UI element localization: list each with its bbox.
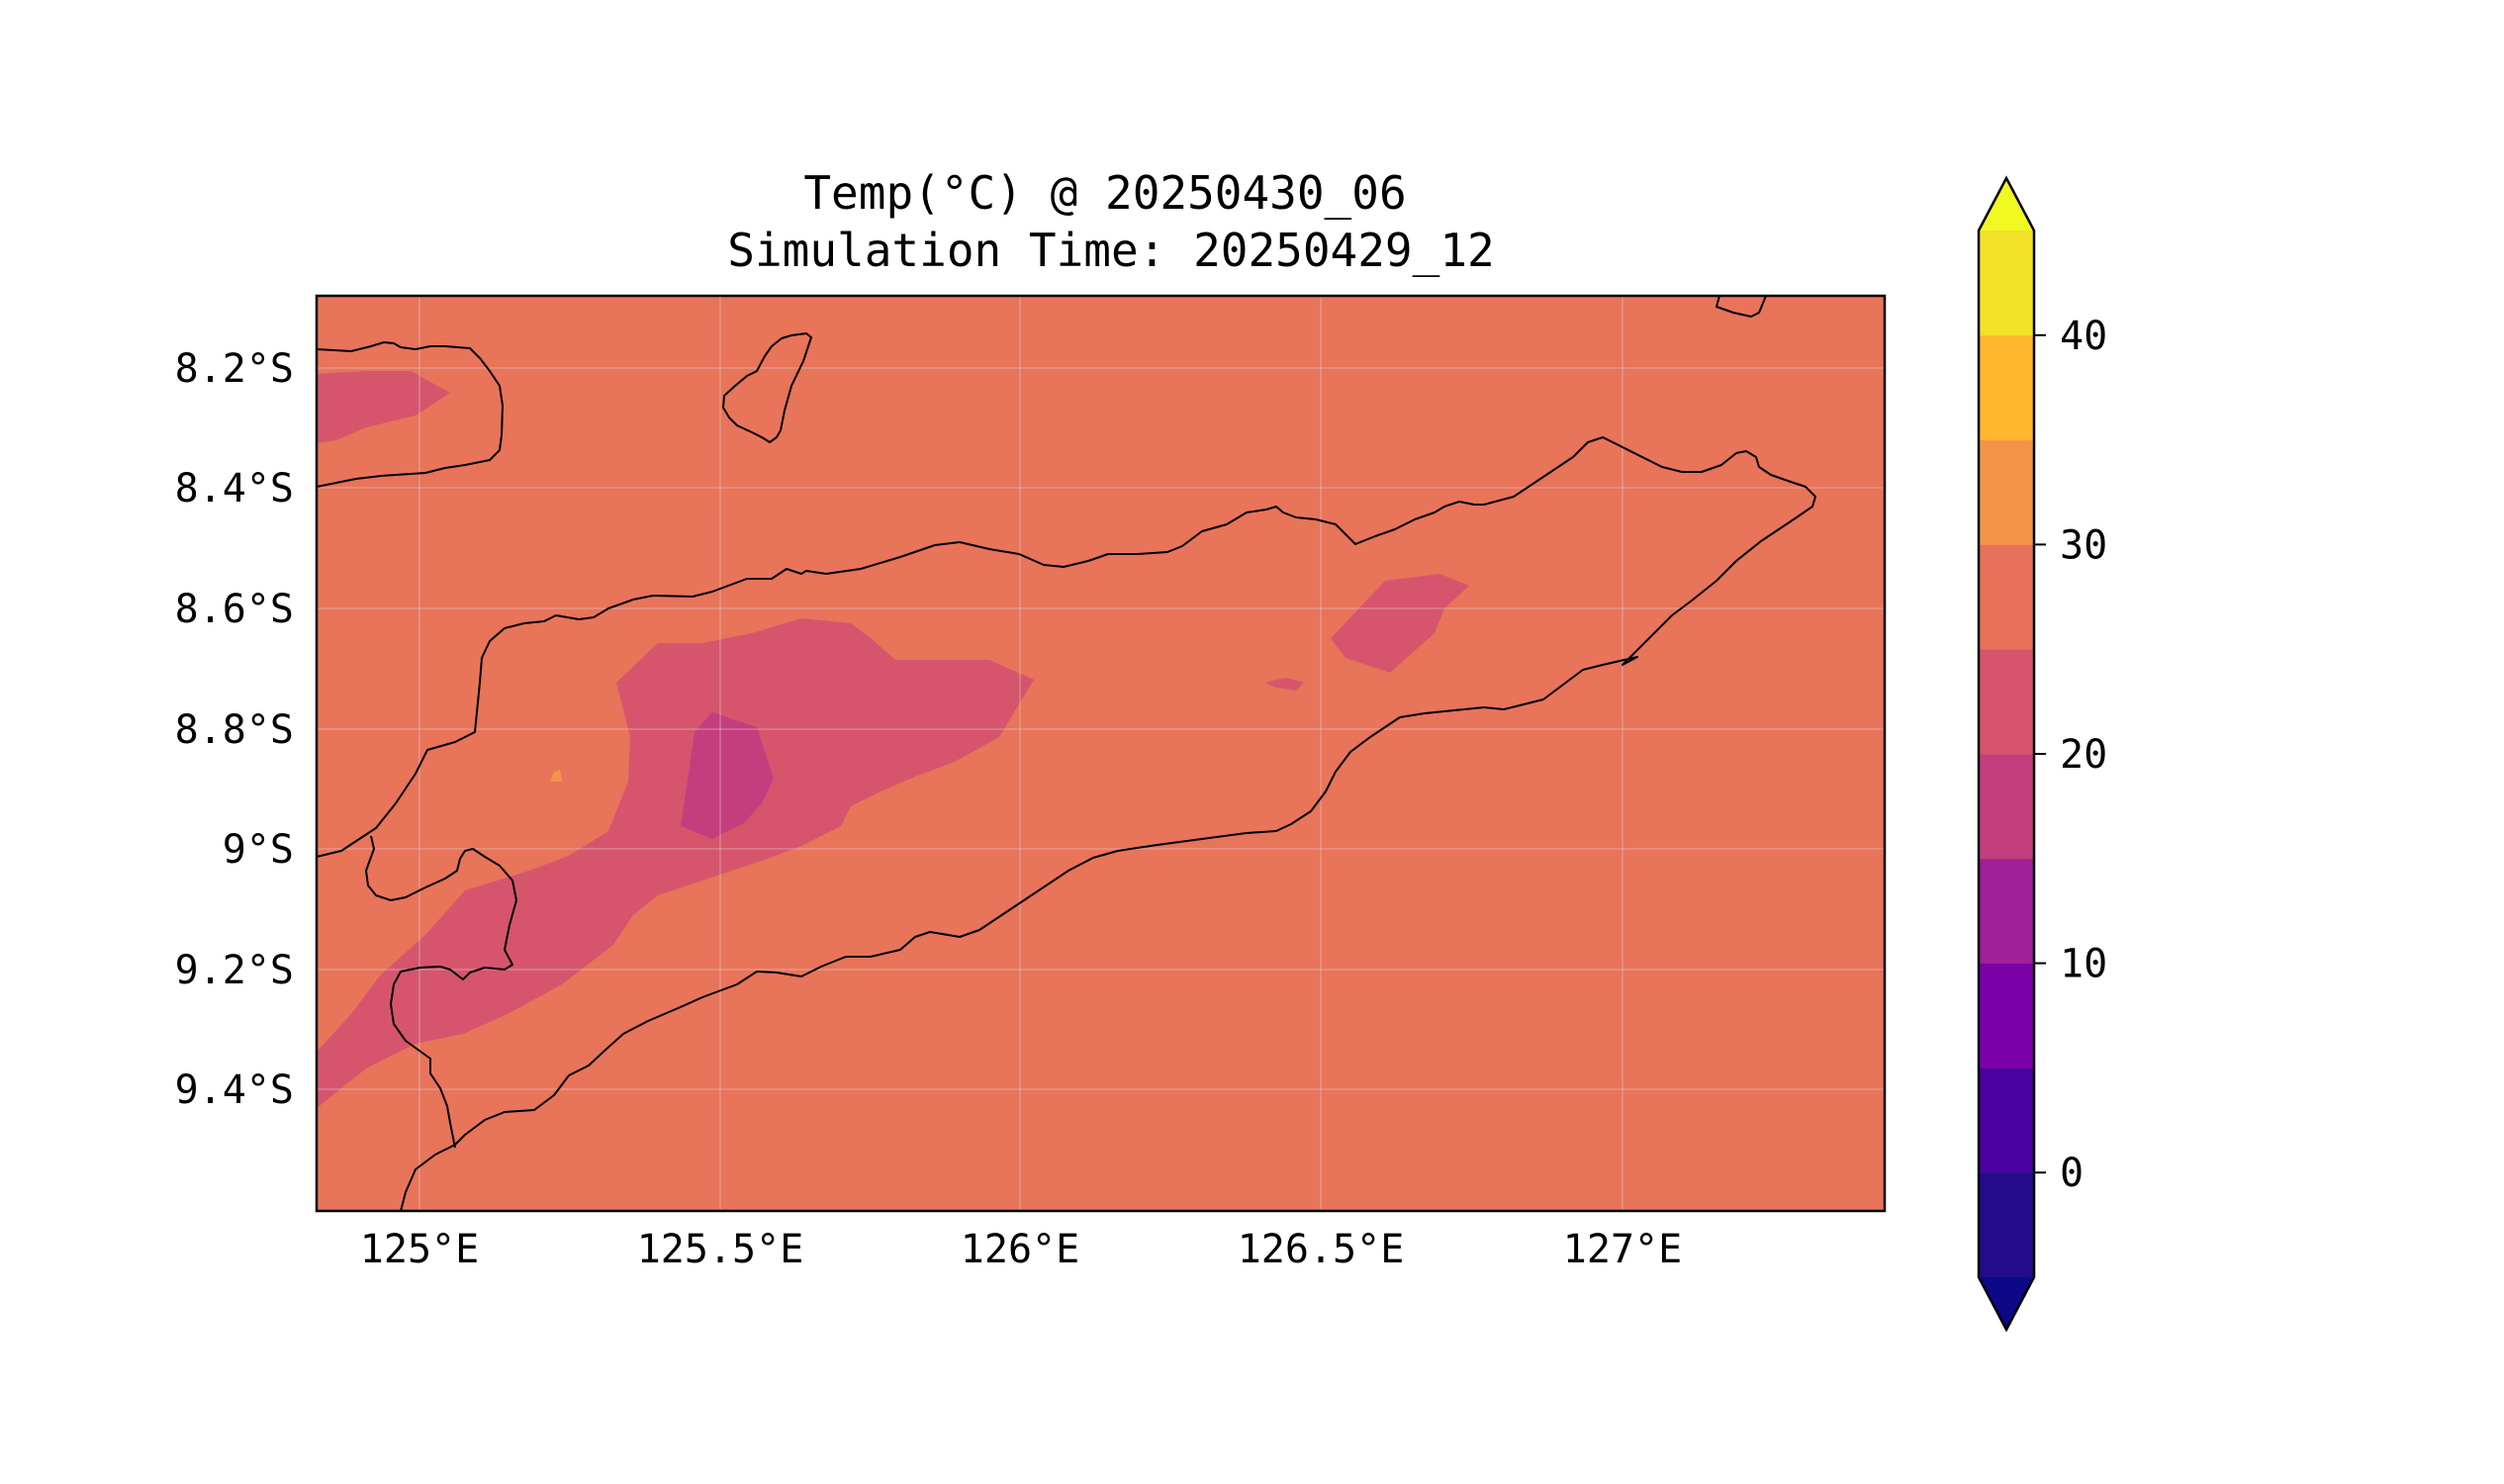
- colorbar-band: [1979, 439, 2034, 545]
- y-tick-label: 8.8°S: [175, 707, 294, 753]
- coastline-timor-west-bay: [365, 835, 517, 1149]
- colorbar-band: [1979, 858, 2034, 965]
- colorbar-band: [1979, 1172, 2034, 1278]
- contour-region-20-25-small: [1264, 678, 1304, 691]
- contour-region-15-20: [681, 712, 774, 839]
- x-tick-label: 125.5°E: [637, 1227, 804, 1272]
- colorbar-band: [1979, 1067, 2034, 1173]
- contour-region-20-25-interior: [317, 618, 1034, 1108]
- coastlines: [317, 296, 1816, 1211]
- colorbar-tick-label: 40: [2060, 314, 2107, 359]
- colorbar-band: [1979, 649, 2034, 755]
- x-axis: 125°E 125.5°E 126°E 126.5°E 127°E: [360, 1227, 1682, 1272]
- colorbar-band: [1979, 754, 2034, 860]
- colorbar-tick-label: 30: [2060, 522, 2107, 568]
- colorbar-band: [1979, 963, 2034, 1068]
- colorbar-outline: [1977, 175, 2036, 1333]
- y-tick-label: 9.2°S: [175, 948, 294, 993]
- y-tick-label: 8.2°S: [175, 346, 294, 392]
- y-tick-label: 9.4°S: [175, 1067, 294, 1113]
- coastline-timor: [317, 436, 1816, 1211]
- map-frame: [315, 294, 1887, 1213]
- colorbar-tick-label: 0: [2060, 1151, 2084, 1196]
- contour-region-30-35-spot: [550, 770, 562, 782]
- title-line-2: Simulation Time: 20250429_12: [727, 224, 1494, 277]
- x-tick-label: 125°E: [360, 1227, 479, 1272]
- colorbar-tick-label: 20: [2060, 732, 2107, 778]
- coastline-alor: [317, 341, 504, 488]
- x-tick-label: 126°E: [961, 1227, 1079, 1272]
- colorbar-band: [1979, 231, 2034, 336]
- map-gridlines: [317, 296, 1885, 1211]
- coastline-island-north: [722, 332, 812, 443]
- colorbar-bands: [1979, 231, 2034, 1278]
- colorbar-band: [1979, 544, 2034, 650]
- colorbar-extend-max-triangle: [1979, 178, 2034, 231]
- x-tick-label: 126.5°E: [1238, 1227, 1405, 1272]
- colorbar-tick-label: 10: [2060, 942, 2107, 987]
- y-axis: 8.2°S 8.4°S 8.6°S 8.8°S 9°S 9.2°S 9.4°S: [175, 346, 294, 1113]
- y-tick-label: 8.4°S: [175, 466, 294, 511]
- temperature-field-background: [317, 296, 1885, 1211]
- y-tick-label: 8.6°S: [175, 587, 294, 632]
- colorbar-extend-min-triangle: [1979, 1277, 2034, 1330]
- y-tick-label: 9°S: [223, 827, 294, 873]
- contour-region-20-25-highlands: [1331, 574, 1469, 673]
- map-area: [317, 296, 1885, 1211]
- colorbar-band: [1979, 334, 2034, 441]
- x-tick-label: 127°E: [1563, 1227, 1682, 1272]
- colorbar-ticks: 0 10 20 30 40: [2034, 314, 2107, 1196]
- colorbar: 0 10 20 30 40: [1977, 175, 2107, 1333]
- contour-region-20-25-alor: [317, 371, 450, 443]
- coastline-island-northeast: [1716, 296, 1767, 318]
- title-line-1: Temp(°C) @ 20250430_06: [803, 166, 1406, 220]
